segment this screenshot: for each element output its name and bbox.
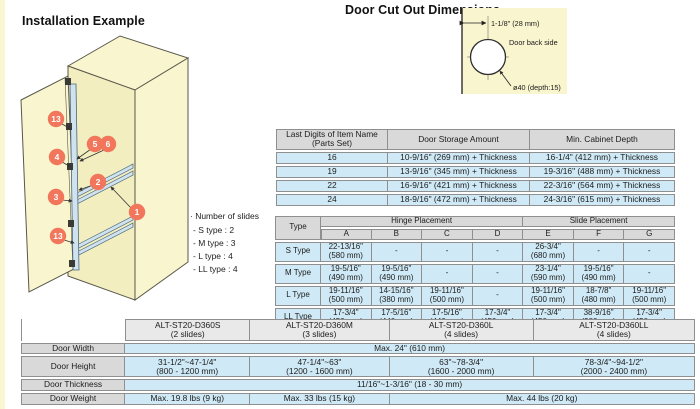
callout-1: 1 <box>135 207 140 217</box>
cutout-hole <box>469 38 507 76</box>
callout-3: 3 <box>54 192 59 202</box>
placement-corner: Type <box>275 216 321 240</box>
placement-cell: - <box>472 241 524 262</box>
parts-cell: 19-3/16" (488 mm) + Thickness <box>530 165 675 178</box>
placement-col: G <box>624 228 675 240</box>
callout-2: 2 <box>96 177 101 187</box>
door-edge-line <box>64 77 74 271</box>
door-weight-value: Max. 44 lbs (20 kg) <box>389 392 695 405</box>
placement-type: L Type <box>275 285 321 306</box>
placement-cell: - <box>472 263 524 284</box>
placement-col: D <box>472 228 524 240</box>
installation-example-heading: Installation Example <box>22 14 145 28</box>
placement-cell: - <box>624 241 675 262</box>
cabinet-door <box>20 75 77 293</box>
cabinet-side-panel <box>134 57 189 301</box>
placement-cell: 22-13/16" (580 mm) <box>321 241 372 262</box>
door-height-value: 63"~78-3/4" (1600 - 2000 mm) <box>389 356 534 378</box>
callout-leaders <box>61 123 132 244</box>
placement-col: A <box>321 228 372 240</box>
notes-title: · Number of slides <box>190 211 259 221</box>
dimension-label: 1-1/8" (28 mm) <box>491 19 539 28</box>
placement-col: B <box>371 228 423 240</box>
parts-cell: 16-9/16" (421 mm) + Thickness <box>388 179 530 192</box>
parts-header-storage: Door Storage Amount <box>388 129 530 150</box>
placement-cell: 18-7/8" (480 mm) <box>573 285 625 306</box>
row-label-door-weight: Door Weight <box>21 392 126 405</box>
note-l-type: - L type : 4 <box>193 251 233 261</box>
model-header-d360s: ALT-ST20-D360S (2 slides) <box>125 319 251 341</box>
placement-cell: 19-11/16" (500 mm) <box>624 285 675 306</box>
placement-cell: - <box>573 241 625 262</box>
parts-cell: 10-9/16" (269 mm) + Thickness <box>388 151 530 164</box>
row-label-door-thickness: Door Thickness <box>21 379 126 391</box>
parts-cell: 16-1/4" (412 mm) + Thickness <box>530 151 675 164</box>
parts-header-last-digits: Last Digits of Item Name (Parts Set) <box>276 129 388 150</box>
parts-cell: 18-9/16" (472 mm) + Thickness <box>388 193 530 206</box>
door-weight-value: Max. 33 lbs (15 kg) <box>250 392 390 405</box>
parts-cell: 16 <box>276 151 388 164</box>
door-back-side-label: Door back side <box>509 38 558 47</box>
placement-cell: 19-5/16" (490 mm) <box>371 263 423 284</box>
placement-cell: 23-1/4" (590 mm) <box>523 263 574 284</box>
door-thickness-value: 11/16"~1-3/16" (18 - 30 mm) <box>125 379 695 391</box>
hole-label: ø40 (depth:15) <box>513 83 561 92</box>
parts-cell: 13-9/16" (345 mm) + Thickness <box>388 165 530 178</box>
placement-cell: - <box>422 263 473 284</box>
door-height-value: 78-3/4"~94-1/2" (2000 - 2400 mm) <box>533 356 695 378</box>
row-label-door-width: Door Width <box>21 343 126 355</box>
model-header-d360ll: ALT-ST20-D360LL (4 slides) <box>533 319 695 341</box>
door-cutout-diagram: 1-1/8" (28 mm) Door back side ø40 (depth… <box>459 8 567 94</box>
number-of-slides-notes: · Number of slides - S type : 2 - M type… <box>190 210 259 276</box>
note-m-type: - M type : 3 <box>193 238 236 248</box>
note-s-type: - S type : 2 <box>193 225 235 235</box>
parts-cell: 22-3/16" (564 mm) + Thickness <box>530 179 675 192</box>
placement-cell: 26-3/4" (680 mm) <box>523 241 574 262</box>
callout-13-top: 13 <box>51 114 61 124</box>
hole-leader <box>499 70 512 87</box>
placement-table: Type Hinge Placement Slide Placement A B… <box>275 214 675 330</box>
placement-type: S Type <box>275 241 321 262</box>
note-ll-type: - LL type : 4 <box>193 264 238 274</box>
door-cutout-heading: Door Cut Out Dimensions <box>345 3 501 17</box>
placement-col: F <box>573 228 625 240</box>
placement-cell: 19-11/16" (500 mm) <box>321 285 372 306</box>
placement-group-hinge: Hinge Placement <box>321 216 524 227</box>
corner-blank-cell <box>21 319 125 341</box>
placement-cell: 14-15/16" (380 mm) <box>371 285 423 306</box>
placement-col: E <box>523 228 574 240</box>
parts-cell: 24 <box>276 193 388 206</box>
callout-circles: 13 5 6 4 2 3 1 13 <box>47 110 146 245</box>
placement-cell: - <box>624 263 675 284</box>
door-width-value: Max. 24" (610 mm) <box>125 343 695 355</box>
parts-cell: 22 <box>276 179 388 192</box>
placement-cell: - <box>371 241 423 262</box>
parts-cell: 24-3/16" (615 mm) + Thickness <box>530 193 675 206</box>
placement-group-slide: Slide Placement <box>523 216 675 227</box>
door-weight-value: Max. 19.8 lbs (9 kg) <box>125 392 251 405</box>
parts-set-table: Last Digits of Item Name (Parts Set) Doo… <box>276 127 675 208</box>
parts-cell: 19 <box>276 165 388 178</box>
row-label-door-height: Door Height <box>21 356 126 378</box>
placement-cell: - <box>422 241 473 262</box>
parts-header-depth: Min. Cabinet Depth <box>530 129 675 150</box>
model-header-d360m: ALT-ST20-D360M (3 slides) <box>250 319 390 341</box>
callout-4: 4 <box>55 152 60 162</box>
page-edge-strip <box>0 0 5 409</box>
callout-13-bottom: 13 <box>53 231 63 241</box>
door-height-value: 47-1/4"~63" (1200 - 1600 mm) <box>250 356 390 378</box>
callout-5: 5 <box>93 139 98 149</box>
placement-cell: 19-5/16" (490 mm) <box>321 263 372 284</box>
models-spec-table: ALT-ST20-D360S (2 slides) ALT-ST20-D360M… <box>21 317 695 407</box>
model-header-d360l: ALT-ST20-D360L (4 slides) <box>389 319 534 341</box>
placement-cell: 19-5/16" (490 mm) <box>573 263 625 284</box>
placement-type: M Type <box>275 263 321 284</box>
placement-cell: - <box>472 285 524 306</box>
placement-cell: 19-11/16" (500 mm) <box>422 285 473 306</box>
callout-6: 6 <box>106 139 111 149</box>
installation-diagram: 13 5 6 4 2 3 1 13 <box>20 35 190 301</box>
placement-cell: 19-11/16" (500 mm) <box>523 285 574 306</box>
placement-col: C <box>422 228 473 240</box>
door-height-value: 31-1/2"~47-1/4" (800 - 1200 mm) <box>125 356 251 378</box>
